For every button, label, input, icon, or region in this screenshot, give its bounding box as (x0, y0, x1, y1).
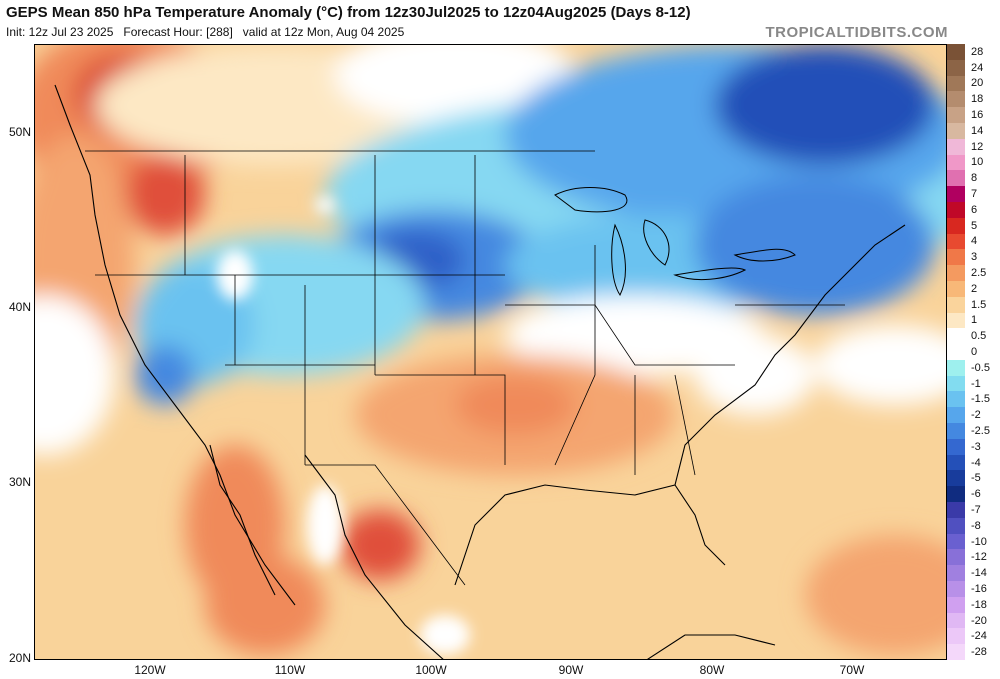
colorbar-swatch (947, 186, 965, 203)
colorbar-label: 18 (971, 93, 984, 106)
colorbar-swatch (947, 549, 965, 566)
colorbar-label: -10 (971, 535, 987, 548)
colorbar-label: -5 (971, 472, 981, 485)
lon-label-110w: 110W (274, 663, 306, 677)
coastlines (54, 84, 906, 659)
colorbar-label: -3 (971, 440, 981, 453)
colorbar-swatch (947, 438, 965, 456)
colorbar-swatch (947, 312, 965, 329)
colorbar-label: -18 (971, 598, 987, 611)
colorbar-label: 1 (971, 314, 978, 327)
colorbar-swatch (947, 628, 965, 645)
colorbar-label: -6 (971, 488, 981, 501)
colorbar-label: 10 (971, 156, 984, 169)
colorbar-label: 2 (971, 282, 978, 295)
colorbar-label: 8 (971, 172, 978, 185)
colorbar-label: -0.5 (971, 361, 990, 374)
colorbar-label: 7 (971, 188, 978, 201)
colorbar-label: 1.5 (971, 298, 987, 311)
colorbar-label: 4 (971, 235, 978, 248)
colorbar (947, 44, 965, 661)
colorbar-label: 28 (971, 45, 984, 58)
colorbar-label: -4 (971, 456, 981, 469)
colorbar-swatch (947, 344, 965, 361)
colorbar-label: 24 (971, 61, 984, 74)
map-title: GEPS Mean 850 hPa Temperature Anomaly (°… (6, 4, 691, 21)
colorbar-swatch (947, 217, 965, 235)
colorbar-swatch (947, 44, 965, 61)
colorbar-label: -1.5 (971, 393, 990, 406)
colorbar-label: -14 (971, 567, 987, 580)
lon-label-70w: 70W (839, 663, 865, 677)
colorbar-swatch (947, 233, 965, 250)
lat-label-20n: 20N (8, 651, 31, 665)
colorbar-label: 14 (971, 124, 984, 137)
anomaly-map-canvas (35, 45, 946, 659)
lat-label-30n: 30N (8, 475, 31, 489)
colorbar-label: 6 (971, 203, 978, 216)
colorbar-swatch (947, 470, 965, 487)
colorbar-swatch (947, 502, 965, 519)
colorbar-swatch (947, 59, 965, 77)
colorbar-label: -2 (971, 409, 981, 422)
colorbar-label: 16 (971, 109, 984, 122)
colorbar-swatch (947, 75, 965, 92)
colorbar-label: -12 (971, 551, 987, 564)
colorbar-label: -16 (971, 582, 987, 595)
colorbar-label: -2.5 (971, 424, 990, 437)
lon-label-80w: 80W (699, 663, 725, 677)
colorbar-label: 3 (971, 251, 978, 264)
colorbar-swatch (947, 91, 965, 108)
colorbar-swatch (947, 596, 965, 614)
colorbar-label: 5 (971, 219, 978, 232)
colorbar-swatch (947, 423, 965, 440)
colorbar-swatch (947, 280, 965, 298)
colorbar-label: 2.5 (971, 267, 987, 280)
state-borders (85, 150, 845, 586)
colorbar-swatch (947, 517, 965, 535)
colorbar-label: -1 (971, 377, 981, 390)
colorbar-swatch (947, 486, 965, 503)
colorbar-swatch (947, 154, 965, 171)
colorbar-swatch (947, 391, 965, 408)
colorbar-label: -8 (971, 519, 981, 532)
map-subtitle: Init: 12z Jul 23 2025 Forecast Hour: [28… (6, 25, 405, 39)
colorbar-swatch (947, 612, 965, 629)
anomaly-map (34, 44, 947, 660)
colorbar-swatch (947, 138, 965, 156)
colorbar-swatch (947, 644, 965, 661)
colorbar-label: 12 (971, 140, 984, 153)
lon-label-90w: 90W (558, 663, 584, 677)
colorbar-label: -20 (971, 614, 987, 627)
colorbar-label: 0.5 (971, 330, 987, 343)
colorbar-swatch (947, 122, 965, 140)
colorbar-swatch (947, 170, 965, 187)
lat-label-50n: 50N (8, 125, 31, 139)
colorbar-swatch (947, 296, 965, 313)
colorbar-swatch (947, 407, 965, 424)
lon-label-100w: 100W (415, 663, 447, 677)
colorbar-swatch (947, 375, 965, 392)
colorbar-swatch (947, 249, 965, 266)
colorbar-label: -28 (971, 646, 987, 659)
lon-label-120w: 120W (134, 663, 166, 677)
colorbar-swatch (947, 359, 965, 377)
colorbar-swatch (947, 328, 965, 345)
colorbar-swatch (947, 581, 965, 598)
source-watermark: TROPICALTIDBITS.COM (765, 24, 948, 41)
great-lakes (554, 187, 796, 296)
colorbar-label: -7 (971, 503, 981, 516)
colorbar-label: 20 (971, 77, 984, 90)
colorbar-swatch (947, 107, 965, 124)
colorbar-swatch (947, 265, 965, 282)
colorbar-swatch (947, 533, 965, 550)
colorbar-swatch (947, 565, 965, 582)
colorbar-label: -24 (971, 630, 987, 643)
colorbar-swatch (947, 454, 965, 471)
colorbar-swatch (947, 201, 965, 219)
lat-label-40n: 40N (8, 300, 31, 314)
colorbar-label: 0 (971, 346, 978, 358)
